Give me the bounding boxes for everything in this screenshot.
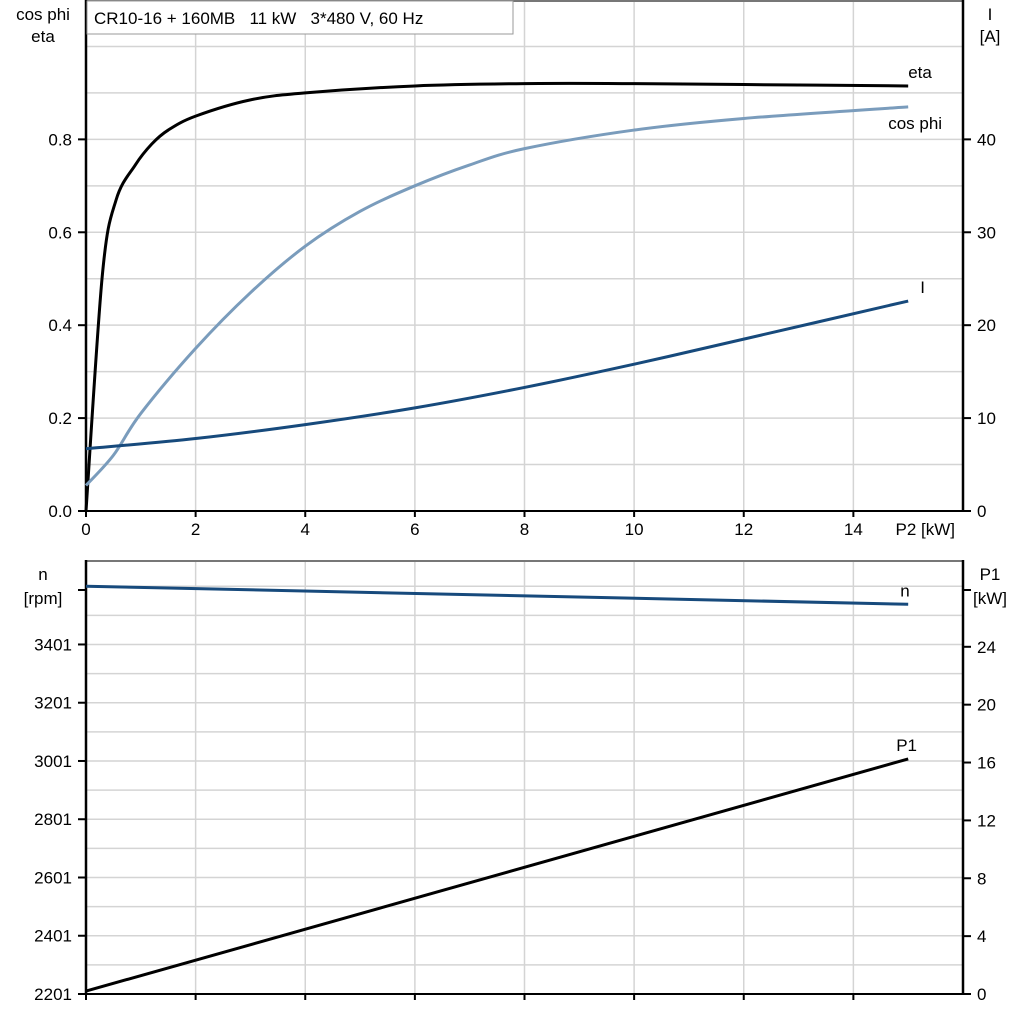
x-tick-label: 6 — [410, 520, 419, 539]
series-label: cos phi — [888, 114, 942, 133]
series-line-P1 — [85, 757, 909, 993]
y-tick-label-left: 2601 — [34, 868, 72, 887]
x-tick-label: 14 — [844, 520, 863, 539]
y-tick-label-left: 0.6 — [48, 223, 72, 242]
y-tick-label-right: 20 — [977, 696, 996, 715]
y-axis-label-right: P1 — [980, 565, 1001, 584]
y-tick-label-right: 40 — [977, 130, 996, 149]
y-tick-label-left: 2201 — [34, 985, 72, 1004]
y-tick-label-left: 2401 — [34, 927, 72, 946]
y-axis-label-left: cos phi — [16, 5, 70, 24]
chart-title: CR10-16 + 160MB 11 kW 3*480 V, 60 Hz — [94, 9, 423, 28]
y-tick-label-right: 16 — [977, 754, 996, 773]
y-axis-label-left: n — [38, 565, 47, 584]
y-tick-label-left: 0.8 — [48, 130, 72, 149]
series-label: n — [900, 581, 909, 600]
y-tick-label-left: 0.0 — [48, 502, 72, 521]
series-line-eta — [84, 81, 909, 512]
y-tick-label-left: 0.2 — [48, 409, 72, 428]
x-tick-label: 8 — [520, 520, 529, 539]
x-tick-label: 12 — [734, 520, 753, 539]
y-tick-label-left: 0.4 — [48, 316, 72, 335]
y-axis-label-right: I — [988, 5, 993, 24]
y-tick-label-right: 0 — [977, 502, 986, 521]
y-tick-label-right: 24 — [977, 638, 996, 657]
y-axis-label-right: [kW] — [973, 589, 1007, 608]
x-tick-label: 4 — [301, 520, 310, 539]
series-label: I — [920, 278, 925, 297]
series-line-I — [85, 299, 909, 451]
y-axis-label-left: [rpm] — [24, 589, 63, 608]
x-tick-label: 0 — [81, 520, 90, 539]
y-axis-label-left: eta — [31, 27, 55, 46]
title-box — [86, 0, 514, 35]
y-tick-label-left: 3201 — [34, 694, 72, 713]
y-tick-label-right: 12 — [977, 811, 996, 830]
y-tick-label-left: 3001 — [34, 752, 72, 771]
series-line-cos-phi — [84, 105, 909, 487]
x-tick-label: 10 — [625, 520, 644, 539]
series-label: eta — [908, 63, 932, 82]
y-tick-label-left: 3401 — [34, 635, 72, 654]
y-tick-label-right: 8 — [977, 869, 986, 888]
x-tick-label: 2 — [191, 520, 200, 539]
y-tick-label-right: 4 — [977, 927, 986, 946]
series-line-n — [85, 584, 909, 606]
y-tick-label-right: 10 — [977, 409, 996, 428]
y-tick-label-right: 30 — [977, 223, 996, 242]
x-axis-label: P2 [kW] — [895, 520, 955, 539]
series-label: P1 — [896, 736, 917, 755]
y-tick-label-right: 0 — [977, 985, 986, 1004]
y-axis-label-right: [A] — [980, 27, 1001, 46]
y-tick-label-right: 20 — [977, 316, 996, 335]
y-tick-label-left: 2801 — [34, 810, 72, 829]
